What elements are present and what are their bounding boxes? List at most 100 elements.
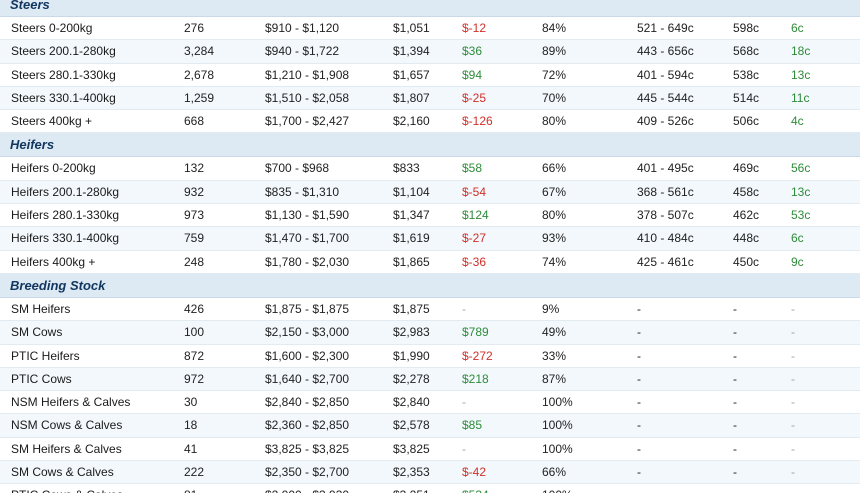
category-cell: SM Cows & Calves xyxy=(11,465,114,480)
c-kg-change-cell: - xyxy=(791,395,795,410)
c-kg-range-cell: 401 - 495c xyxy=(637,161,694,176)
price-change-cell: $789 xyxy=(462,325,489,340)
avg-c-kg-cell: 448c xyxy=(733,231,760,246)
clearance-cell: 87% xyxy=(542,371,567,386)
clearance-cell: 66% xyxy=(542,161,567,176)
price-change-cell: $534 xyxy=(462,484,489,493)
c-kg-range-cell: - xyxy=(637,484,641,493)
category-cell: Steers 0-200kg xyxy=(11,21,93,35)
clearance-cell: 100% xyxy=(542,418,573,433)
table-row: SM Heifers 426 $1,875 - $1,875 $1,875 - 9% - - - xyxy=(0,298,860,322)
table-row: NSM Cows & Calves 18 $2,360 - $2,850 $2,578… xyxy=(0,414,860,438)
clearance-cell: 89% xyxy=(542,44,567,59)
price-range-cell: $2,350 - $2,700 xyxy=(265,465,350,480)
table-row: Heifers 280.1-330kg 973 $1,130 - $1,590 $1,… xyxy=(0,204,860,228)
avg-c-kg-cell: - xyxy=(733,371,737,386)
category-cell: PTIC Cows & Calves xyxy=(11,484,123,493)
c-kg-change-cell: 11c xyxy=(791,90,810,105)
head-count-cell: 132 xyxy=(184,161,205,176)
clearance-cell: 49% xyxy=(542,325,567,340)
price-change-cell: $-272 xyxy=(462,348,493,363)
head-count-cell: 972 xyxy=(184,371,205,386)
table-row: Steers 330.1-400kg 1,259 $1,510 - $2,058 $1… xyxy=(0,86,860,111)
clearance-cell: 93% xyxy=(542,231,567,246)
avg-price-cell: $1,394 xyxy=(393,44,430,59)
c-kg-change-cell: 6c xyxy=(791,231,804,246)
price-range-cell: $1,210 - $1,908 xyxy=(265,67,350,82)
c-kg-range-cell: - xyxy=(637,395,641,410)
c-kg-change-cell: - xyxy=(791,348,795,363)
price-range-cell: $1,780 - $2,030 xyxy=(265,254,350,269)
c-kg-change-cell: - xyxy=(791,484,795,493)
head-count-cell: 2,678 xyxy=(184,67,215,82)
avg-c-kg-cell: - xyxy=(733,418,737,433)
price-range-cell: $1,640 - $2,700 xyxy=(265,371,350,386)
price-range-cell: $1,510 - $2,058 xyxy=(265,90,350,105)
avg-c-kg-cell: 458c xyxy=(733,184,760,199)
clearance-cell: 100% xyxy=(542,484,573,493)
avg-c-kg-cell: 506c xyxy=(733,114,760,129)
avg-price-cell: $1,619 xyxy=(393,231,430,246)
price-change-cell: $-27 xyxy=(462,231,487,246)
avg-c-kg-cell: 469c xyxy=(733,161,760,176)
avg-price-cell: $1,104 xyxy=(393,184,430,199)
price-change-cell: $-54 xyxy=(462,184,487,199)
clearance-cell: 80% xyxy=(542,114,567,129)
price-change-cell: $58 xyxy=(462,161,483,176)
price-range-cell: $2,840 - $2,850 xyxy=(265,395,350,410)
price-range-cell: $910 - $1,120 xyxy=(265,21,340,35)
price-change-cell: $-25 xyxy=(462,90,487,105)
avg-c-kg-cell: - xyxy=(733,301,737,316)
clearance-cell: 70% xyxy=(542,90,567,105)
table-row: Heifers 200.1-280kg 932 $835 - $1,310 $1,10… xyxy=(0,180,860,205)
price-change-cell: - xyxy=(462,395,466,410)
price-change-cell: $-12 xyxy=(462,21,487,35)
category-cell: Steers 200.1-280kg xyxy=(11,44,116,59)
category-cell: SM Cows xyxy=(11,325,63,340)
c-kg-change-cell: 53c xyxy=(791,208,811,223)
avg-price-cell: $2,840 xyxy=(393,395,430,410)
price-range-cell: $1,600 - $2,300 xyxy=(265,348,350,363)
c-kg-range-cell: - xyxy=(637,325,641,340)
section-header: Breeding Stock xyxy=(0,273,860,298)
avg-c-kg-cell: 568c xyxy=(733,44,760,59)
table-row: Heifers 400kg + 248 $1,780 - $2,030 $1,865 $… xyxy=(0,251,860,274)
avg-price-cell: $2,353 xyxy=(393,465,430,480)
table-row: Steers 400kg + 668 $1,700 - $2,427 $2,160 $-… xyxy=(0,110,860,134)
category-cell: Heifers 330.1-400kg xyxy=(11,231,120,246)
price-change-cell: $-36 xyxy=(462,254,487,269)
table-row: Steers 200.1-280kg 3,284 $940 - $1,722 $1,3… xyxy=(0,40,860,64)
c-kg-range-cell: 401 - 594c xyxy=(637,67,694,82)
avg-price-cell: $833 xyxy=(393,161,420,176)
price-range-cell: $1,130 - $1,590 xyxy=(265,208,350,223)
category-cell: Heifers 280.1-330kg xyxy=(11,208,120,223)
category-cell: NSM Heifers & Calves xyxy=(11,395,131,410)
price-range-cell: $1,875 - $1,875 xyxy=(265,301,350,316)
c-kg-change-cell: 9c xyxy=(791,254,804,269)
head-count-cell: 222 xyxy=(184,465,205,480)
price-range-cell: $2,360 - $2,850 xyxy=(265,418,350,433)
section-header: Steers xyxy=(0,0,860,17)
c-kg-change-cell: - xyxy=(791,418,795,433)
section-header: Heifers xyxy=(0,133,860,158)
table-row: SM Cows 100 $2,150 - $3,000 $2,983 $789 49% - -… xyxy=(0,321,860,345)
c-kg-change-cell: - xyxy=(791,441,795,456)
c-kg-change-cell: 13c xyxy=(791,67,811,82)
c-kg-range-cell: 410 - 484c xyxy=(637,231,694,246)
price-range-cell: $940 - $1,722 xyxy=(265,44,340,59)
table-row: Steers 0-200kg 276 $910 - $1,120 $1,051 $-12… xyxy=(0,17,860,41)
avg-c-kg-cell: 538c xyxy=(733,67,760,82)
head-count-cell: 248 xyxy=(184,254,205,269)
table-row: NSM Heifers & Calves 30 $2,840 - $2,850 $2,… xyxy=(0,391,860,415)
avg-price-cell: $1,051 xyxy=(393,21,430,35)
c-kg-range-cell: 409 - 526c xyxy=(637,114,694,129)
head-count-cell: 426 xyxy=(184,301,205,316)
head-count-cell: 276 xyxy=(184,21,205,35)
c-kg-range-cell: - xyxy=(637,465,641,480)
head-count-cell: 41 xyxy=(184,441,198,456)
category-cell: SM Heifers xyxy=(11,301,71,316)
price-change-cell: $124 xyxy=(462,208,489,223)
price-change-cell: $36 xyxy=(462,44,483,59)
head-count-cell: 3,284 xyxy=(184,44,215,59)
